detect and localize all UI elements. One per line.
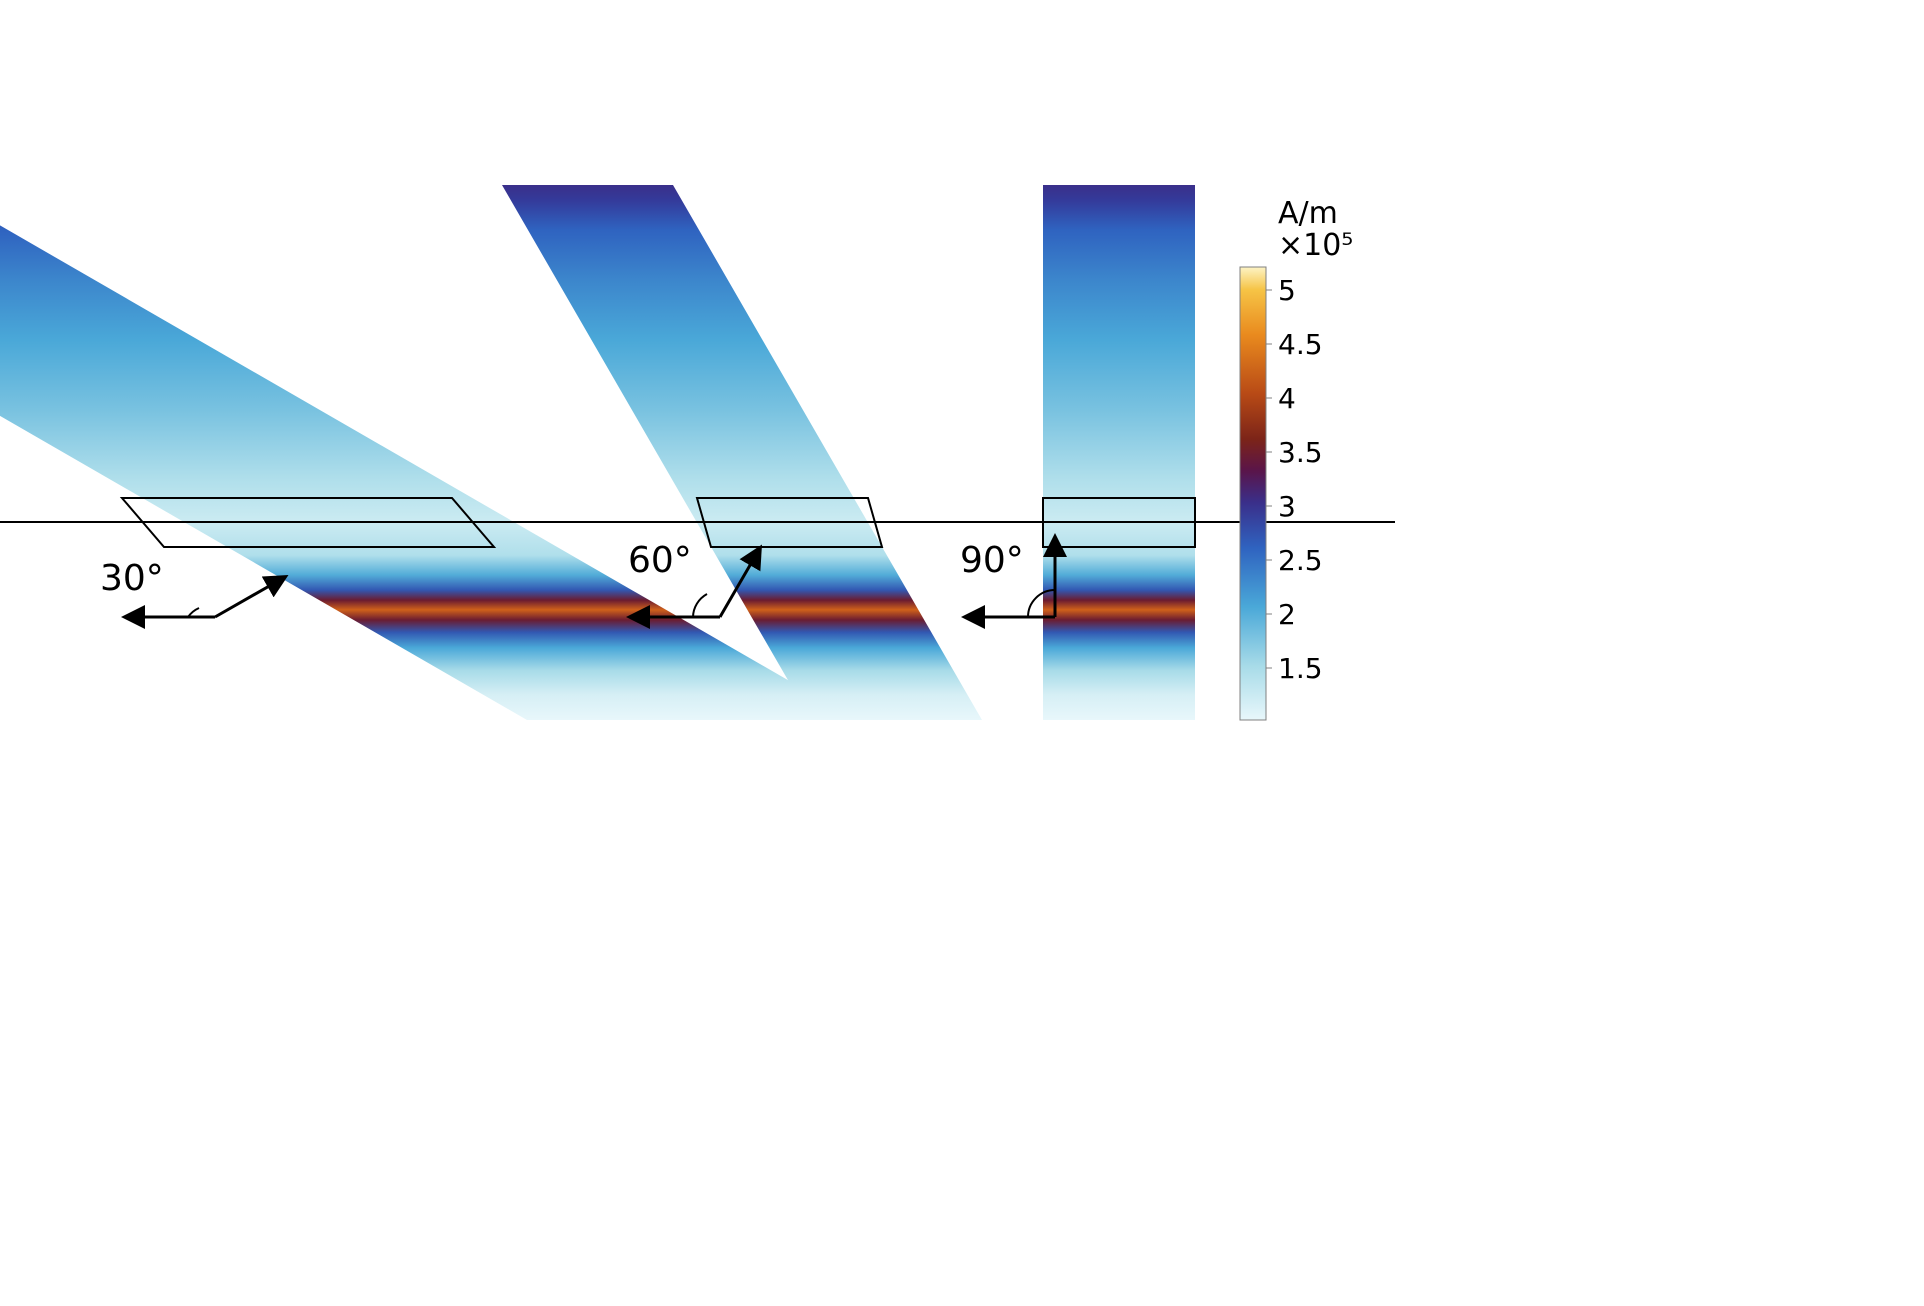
beam-90deg <box>1000 185 1250 720</box>
angle-label-60: 60° <box>628 540 692 581</box>
colorbar-tick-2p5: 2.5 <box>1278 544 1323 577</box>
figure-svg <box>0 0 1924 1306</box>
angle-label-90: 90° <box>960 540 1024 581</box>
colorbar-tick-3p5: 3.5 <box>1278 436 1323 469</box>
angle-label-30: 30° <box>100 558 164 599</box>
colorbar-tick-2: 2 <box>1278 598 1296 631</box>
colorbar-tick-1p5: 1.5 <box>1278 652 1323 685</box>
figure-canvas: 30° 60° 90° A/m ×10⁵ 5 4.5 4 3.5 3 2.5 2… <box>0 0 1924 1306</box>
colorbar-scale-label: ×10⁵ <box>1278 228 1353 263</box>
colorbar-tick-3: 3 <box>1278 490 1296 523</box>
colorbar-tick-4p5: 4.5 <box>1278 328 1323 361</box>
colorbar-tick-4: 4 <box>1278 382 1296 415</box>
colorbar <box>1240 267 1272 720</box>
colorbar-unit-label: A/m <box>1278 196 1338 231</box>
colorbar-tick-5: 5 <box>1278 274 1296 307</box>
